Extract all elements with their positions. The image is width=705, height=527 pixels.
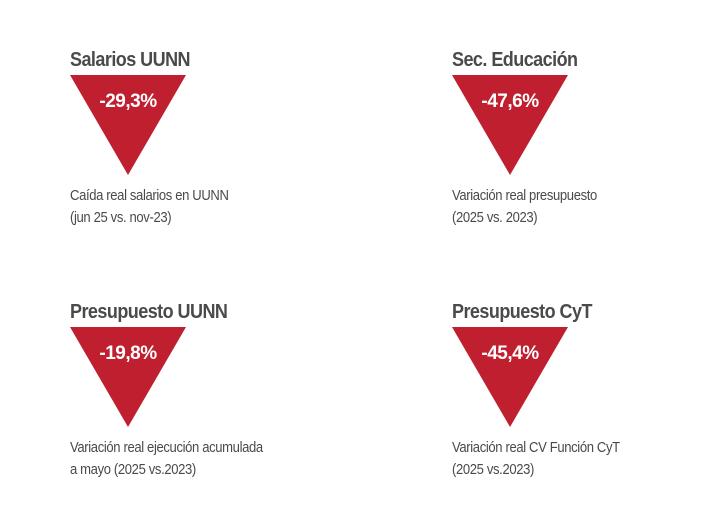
card-value: -47,6% — [481, 91, 539, 112]
card-title: Sec. Educación — [452, 49, 578, 71]
card-value: -19,8% — [99, 343, 157, 364]
card-value: -45,4% — [481, 343, 539, 364]
card-title: Presupuesto UUNN — [70, 301, 228, 323]
card-value: -29,3% — [99, 91, 157, 112]
down-triangle-icon: -45,4% — [452, 327, 568, 427]
card-description: Variación real ejecución acumulada a mayo… — [70, 440, 263, 478]
down-triangle-icon: -29,3% — [70, 75, 186, 175]
card-presupuesto-cyt: Presupuesto CyT -45,4% Variación real CV… — [452, 301, 705, 478]
card-description: Variación real presupuesto (2025 vs. 2023… — [452, 188, 597, 226]
card-title: Salarios UUNN — [70, 49, 191, 71]
card-title: Presupuesto CyT — [452, 301, 592, 323]
card-sec-educacion: Sec. Educación -47,6% Variación real pre… — [452, 49, 705, 226]
down-triangle-icon: -19,8% — [70, 327, 186, 427]
down-triangle-icon: -47,6% — [452, 75, 568, 175]
card-salarios-uunn: Salarios UUNN -29,3% Caída real salarios… — [70, 49, 330, 226]
card-presupuesto-uunn: Presupuesto UUNN -19,8% Variación real e… — [70, 301, 330, 478]
card-description: Caída real salarios en UUNN (jun 25 vs. n… — [70, 188, 229, 226]
card-description: Variación real CV Función CyT (2025 vs.20… — [452, 440, 620, 478]
